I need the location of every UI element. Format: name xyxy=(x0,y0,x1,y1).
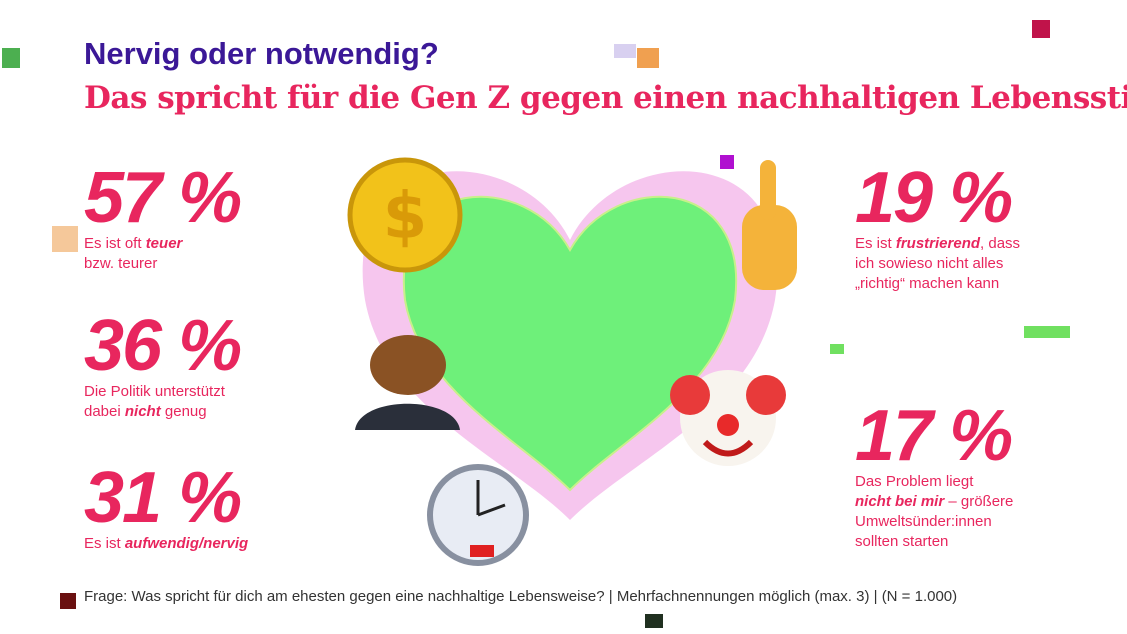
clock-hand xyxy=(477,503,506,517)
coin-sign: $ xyxy=(383,180,428,254)
clown-hair xyxy=(670,375,710,415)
stat-figure: 17 % xyxy=(855,396,1013,476)
text-segment: , dass xyxy=(980,235,1021,252)
emphasis: nicht xyxy=(124,403,161,420)
stat-text: Es ist frustrierend, dass xyxy=(855,234,1020,254)
text-segment: genug xyxy=(160,403,207,420)
pixel-deco xyxy=(2,48,20,68)
stat-text: Es ist aufwendig/nervig xyxy=(84,534,248,554)
text-segment: ich sowieso nicht alles xyxy=(855,255,1004,272)
emphasis: nicht bei mir xyxy=(855,493,945,510)
poop-emoji xyxy=(370,335,446,395)
text-segment: Es ist xyxy=(84,535,125,552)
hand-finger xyxy=(760,160,776,220)
stat-text: Umweltsünder:innen xyxy=(855,512,1013,532)
stat-figure: 31 % xyxy=(84,458,242,538)
pixel-deco xyxy=(645,614,663,628)
clown-nose xyxy=(717,414,739,436)
stat-figure: 57 % xyxy=(84,158,242,238)
title: Nervig oder notwendig? xyxy=(84,36,439,71)
pixel-deco xyxy=(830,344,844,354)
text-segment: sollten starten xyxy=(855,533,949,550)
stat-text: Es ist oft teuer xyxy=(84,234,240,254)
text-segment: Die Politik unterstützt xyxy=(84,383,225,400)
stat-text: nicht bei mir – größere xyxy=(855,492,1013,512)
stat: 57 % Es ist oft teuer bzw. teurer xyxy=(84,158,242,274)
stat-figure: 36 % xyxy=(84,306,242,386)
pixel-deco xyxy=(720,155,734,169)
pixel-deco xyxy=(52,226,78,252)
clown-mouth xyxy=(702,439,754,457)
emphasis: teuer xyxy=(145,235,183,252)
stat-text: „richtig“ machen kann xyxy=(855,274,1020,294)
text-segment: Es ist xyxy=(855,235,896,252)
stat: 31 % Es ist aufwendig/nervig xyxy=(84,462,248,554)
pixel-deco xyxy=(614,44,636,58)
hand-emoji xyxy=(742,205,797,290)
pixel-deco xyxy=(1032,20,1050,38)
emphasis: aufwendig/nervig xyxy=(124,535,249,552)
pixel-deco xyxy=(60,593,76,609)
stat-text: dabei nicht genug xyxy=(84,402,240,422)
emphasis: frustrierend xyxy=(895,235,981,252)
pixel-deco xyxy=(1024,326,1070,338)
text-segment: dabei xyxy=(84,403,125,420)
stat-text: ich sowieso nicht alles xyxy=(855,254,1020,274)
stat-figure: 19 % xyxy=(855,158,1013,238)
clown-hair xyxy=(746,375,786,415)
stat-text: sollten starten xyxy=(855,532,1013,552)
stat-text: Die Politik unterstützt xyxy=(84,382,240,402)
suit xyxy=(355,403,460,430)
subtitle: Das spricht für die Gen Z gegen einen na… xyxy=(84,80,1127,116)
stat-text: Das Problem liegt xyxy=(855,472,1013,492)
text-segment: Umweltsünder:innen xyxy=(855,513,992,530)
stat: 36 % Die Politik unterstützt dabei nicht g… xyxy=(84,306,242,422)
stat-text: bzw. teurer xyxy=(84,254,240,274)
text-segment: bzw. teurer xyxy=(84,255,158,272)
pixel-deco xyxy=(637,48,659,68)
coin-emoji xyxy=(347,157,463,273)
text-segment: „richtig“ machen kann xyxy=(855,275,1000,292)
text-segment: Es ist oft xyxy=(84,235,146,252)
pixel-deco xyxy=(470,545,494,557)
stat: 17 % Das Problem liegt nicht bei mir – grö… xyxy=(855,400,1013,552)
text-segment: Das Problem liegt xyxy=(855,473,974,490)
stat: 19 % Es ist frustrierend, dass ich sowieso… xyxy=(855,162,1020,294)
footnote: Frage: Was spricht für dich am ehesten g… xyxy=(84,588,958,605)
text-segment: – größere xyxy=(944,493,1014,510)
